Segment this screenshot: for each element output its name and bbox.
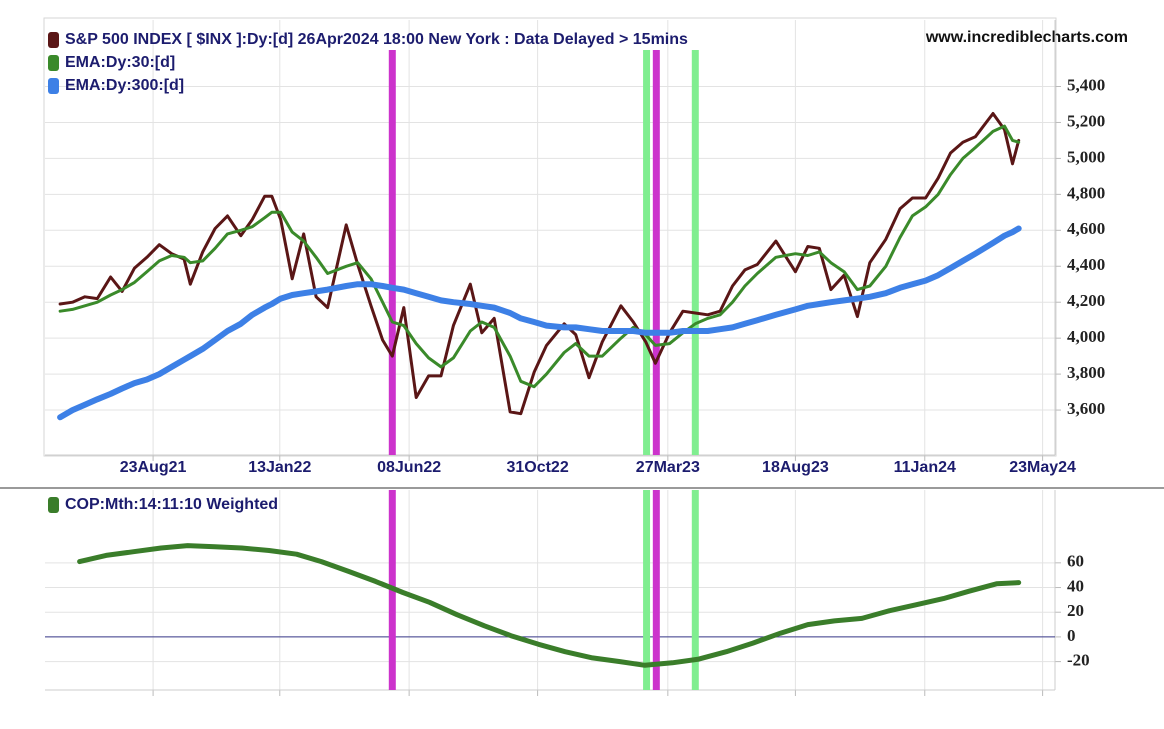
y-tick-label: -20 [1067,651,1090,670]
event-marker [643,490,651,690]
series-line [58,124,1021,389]
event-marker [643,50,651,455]
x-tick-label: 23May24 [1009,459,1076,476]
event-marker [652,50,660,455]
legend-label: COP:Mth:14:11:10 Weighted [65,496,278,513]
x-tick-label: 11Jan24 [894,459,956,476]
y-tick-label: 20 [1067,601,1084,620]
x-tick-label: 13Jan22 [248,459,311,476]
event-marker [652,490,660,690]
y-tick-label: 4,200 [1067,291,1105,310]
y-tick-label: 3,800 [1067,363,1105,382]
series-line [57,225,1022,421]
legend-swatch [48,78,59,94]
legend-swatch [48,55,59,71]
y-tick-label: 4,800 [1067,183,1105,202]
legend-swatch [48,32,59,48]
legend-label: S&P 500 INDEX [ $INX ]:Dy:[d] 26Apr2024 … [65,31,688,48]
x-tick-label: 18Aug23 [762,459,829,476]
y-tick-label: 3,600 [1067,399,1105,418]
legend-swatch [48,497,59,513]
y-tick-label: 5,400 [1067,75,1105,94]
x-tick-label: 08Jun22 [377,459,441,476]
y-tick-label: 4,000 [1067,327,1105,346]
event-marker [691,50,699,455]
top-panel-frame [43,17,1057,457]
x-tick-label: 31Oct22 [506,459,568,476]
series-line [77,543,1022,668]
y-tick-label: 40 [1067,576,1084,595]
legend-label: EMA:Dy:30:[d] [65,54,175,71]
event-marker [388,50,396,455]
y-tick-label: 4,400 [1067,255,1105,274]
y-tick-label: 0 [1067,626,1076,645]
watermark: www.incrediblecharts.com [925,29,1128,46]
x-tick-label: 23Aug21 [120,459,187,476]
y-tick-label: 5,000 [1067,147,1105,166]
y-tick-label: 4,600 [1067,219,1105,238]
x-tick-label: 27Mar23 [636,459,700,476]
y-tick-label: 60 [1067,552,1084,571]
event-marker [691,490,699,690]
legend-label: EMA:Dy:300:[d] [65,77,184,94]
y-tick-label: 5,200 [1067,111,1105,130]
